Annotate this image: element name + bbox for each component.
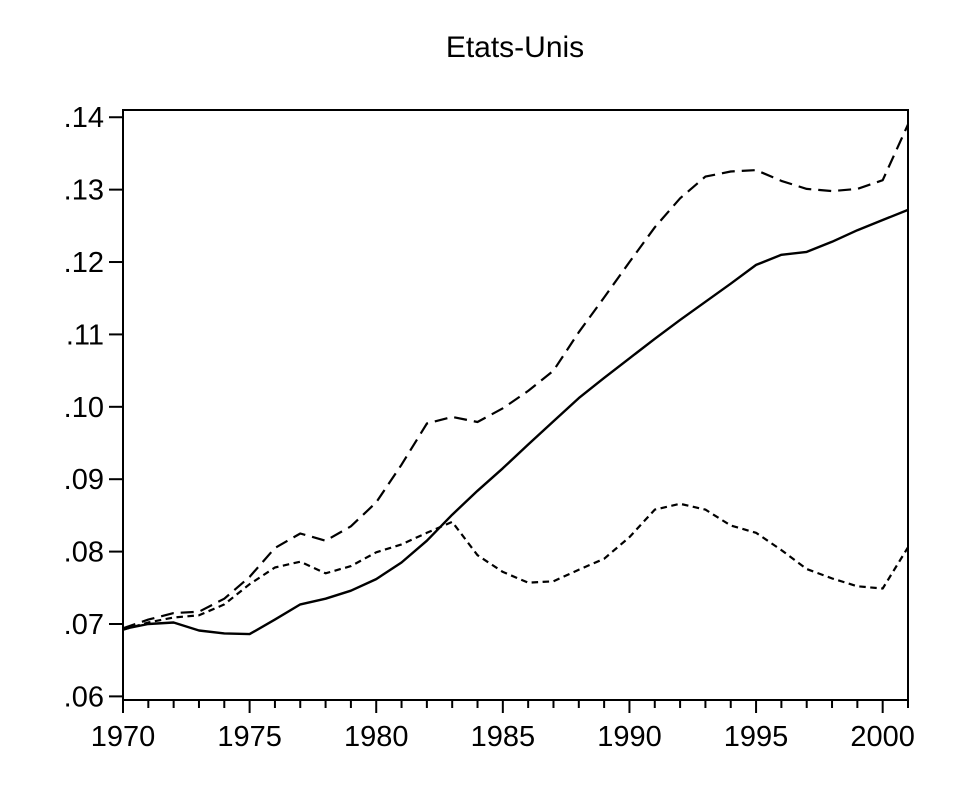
y-axis-ticks: .06 .07 .08 .09 .10 .11 .12 .13 .14 [64,102,123,713]
x-tick-label: 1980 [344,721,409,753]
y-tick-label: .12 [64,247,104,279]
y-tick-label: .11 [66,319,104,351]
plot-frame [122,109,909,701]
x-tick-label: 2000 [850,721,915,753]
x-tick-label: 1995 [724,721,789,753]
y-tick-label: .10 [64,392,104,424]
chart-title: Etats-Unis [446,31,584,64]
x-tick-label: 1975 [217,721,282,753]
solid-series [122,208,909,636]
x-tick-label: 1985 [471,721,536,753]
y-tick-label: .08 [64,537,104,569]
plot-frame-group [122,109,909,701]
y-tick-label: .07 [64,609,104,641]
series-lines [122,124,910,636]
x-axis-ticks: 1970 1975 1980 1985 1990 1995 2000 [91,700,915,753]
x-tick-label: 1990 [597,721,662,753]
y-tick-label: .14 [64,102,104,134]
y-tick-label: .06 [64,681,104,713]
x-tick-label: 1970 [91,721,156,753]
upper-long-dash-series [122,124,910,630]
lower-short-dash-series [122,502,909,631]
y-tick-label: .13 [64,175,104,207]
y-tick-label: .09 [64,464,104,496]
